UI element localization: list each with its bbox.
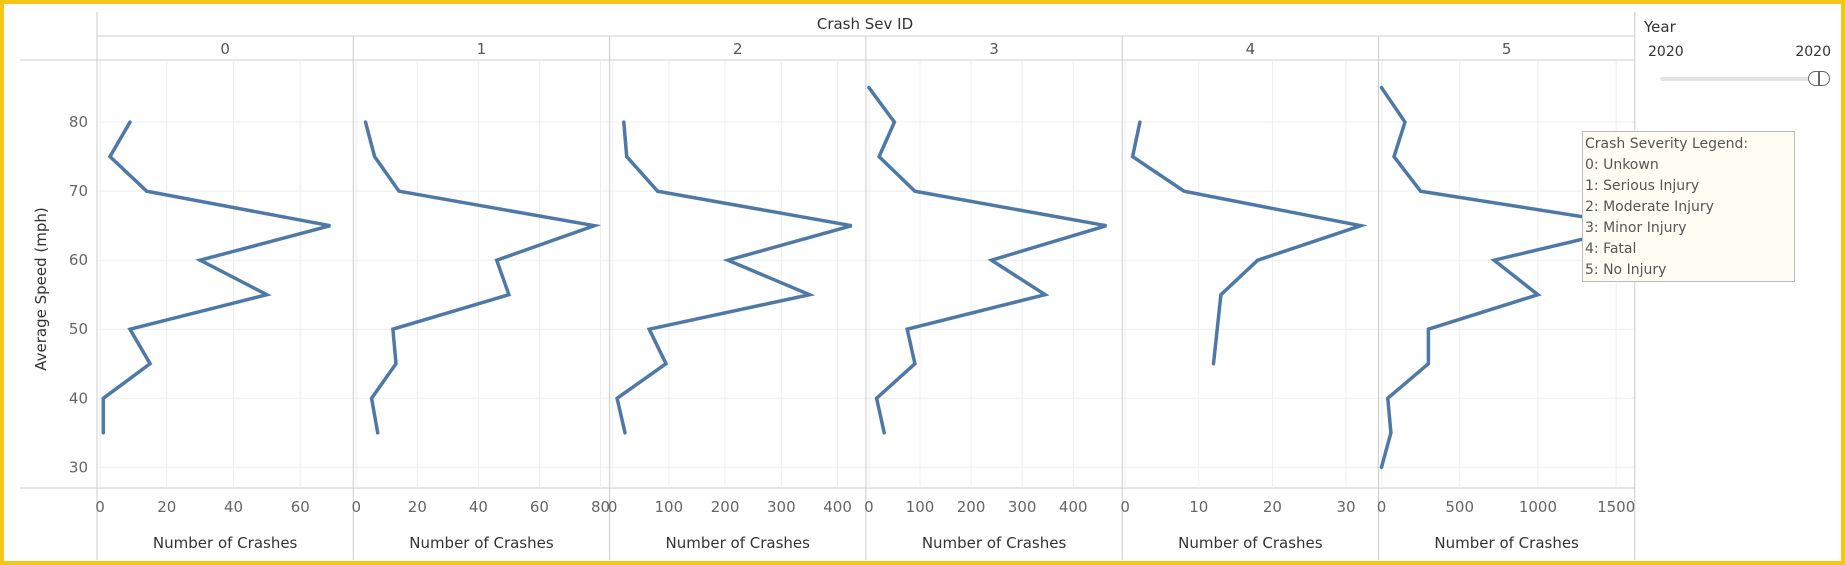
legend-title: Crash Severity Legend: xyxy=(1585,136,1749,152)
x-tick-label: 80 xyxy=(591,498,610,516)
x-tick-label: 400 xyxy=(823,498,852,516)
facet-label: 5 xyxy=(1502,40,1512,58)
x-tick-label: 20 xyxy=(157,498,176,516)
year-filter: Year 2020 2020 xyxy=(1640,16,1835,96)
x-tick-label: 400 xyxy=(1059,498,1088,516)
series-line-sev-4 xyxy=(1130,120,1368,366)
year-max-label: 2020 xyxy=(1795,44,1831,60)
x-tick-label: 40 xyxy=(224,498,243,516)
year-slider-track[interactable] xyxy=(1660,77,1820,81)
x-tick-label: 1500 xyxy=(1597,498,1635,516)
x-tick-label: 0 xyxy=(1120,498,1130,516)
y-tick-label: 30 xyxy=(69,458,88,476)
legend-item-2: 2: Moderate Injury xyxy=(1585,199,1714,215)
x-tick-label: 0 xyxy=(352,498,362,516)
y-tick-label: 80 xyxy=(69,113,88,131)
series-line-sev-3 xyxy=(867,85,1107,435)
x-tick-label: 500 xyxy=(1445,498,1474,516)
year-min-label: 2020 xyxy=(1648,44,1684,60)
x-tick-label: 300 xyxy=(767,498,796,516)
legend-item-0: 0: Unkown xyxy=(1585,157,1659,173)
year-filter-title: Year xyxy=(1644,18,1676,36)
x-tick-label: 10 xyxy=(1189,498,1208,516)
y-axis-title: Average Speed (mph) xyxy=(32,207,50,371)
x-tick-label: 40 xyxy=(469,498,488,516)
column-header: Crash Sev ID xyxy=(817,15,913,33)
facet-label: 1 xyxy=(477,40,487,58)
x-axis-title: Number of Crashes xyxy=(409,534,554,552)
x-tick-label: 0 xyxy=(1377,498,1387,516)
legend-item-3: 3: Minor Injury xyxy=(1585,220,1687,236)
x-tick-label: 100 xyxy=(906,498,935,516)
facet-label: 0 xyxy=(220,40,230,58)
series-line-sev-5 xyxy=(1379,85,1641,470)
series-line-sev-1 xyxy=(363,120,602,435)
series-line-sev-0 xyxy=(101,120,331,435)
x-axis-title: Number of Crashes xyxy=(153,534,298,552)
legend-item-1: 1: Serious Injury xyxy=(1585,178,1700,194)
facet-label: 2 xyxy=(733,40,743,58)
year-slider-handle[interactable] xyxy=(1808,71,1830,86)
x-tick-label: 0 xyxy=(608,498,618,516)
x-tick-label: 20 xyxy=(408,498,427,516)
y-tick-label: 40 xyxy=(69,389,88,407)
x-tick-label: 0 xyxy=(864,498,874,516)
x-axis-title: Number of Crashes xyxy=(922,534,1067,552)
x-tick-label: 200 xyxy=(957,498,986,516)
series-line-sev-2 xyxy=(615,120,853,435)
facet-label: 4 xyxy=(1246,40,1256,58)
y-tick-label: 50 xyxy=(69,320,88,338)
y-tick-label: 70 xyxy=(69,182,88,200)
x-axis-title: Number of Crashes xyxy=(1178,534,1323,552)
x-tick-label: 20 xyxy=(1263,498,1282,516)
facet-label: 3 xyxy=(989,40,999,58)
x-tick-label: 200 xyxy=(711,498,740,516)
x-tick-label: 0 xyxy=(95,498,105,516)
legend-item-5: 5: No Injury xyxy=(1585,262,1667,278)
legend-item-4: 4: Fatal xyxy=(1585,241,1637,257)
x-tick-label: 60 xyxy=(530,498,549,516)
x-axis-title: Number of Crashes xyxy=(1434,534,1579,552)
x-tick-label: 100 xyxy=(655,498,684,516)
x-tick-label: 1000 xyxy=(1519,498,1557,516)
x-tick-label: 300 xyxy=(1008,498,1037,516)
x-tick-label: 30 xyxy=(1337,498,1356,516)
x-axis-title: Number of Crashes xyxy=(666,534,811,552)
severity-legend: Crash Severity Legend: 0: Unkown 1: Seri… xyxy=(1582,131,1795,282)
y-tick-label: 60 xyxy=(69,251,88,269)
x-tick-label: 60 xyxy=(291,498,310,516)
